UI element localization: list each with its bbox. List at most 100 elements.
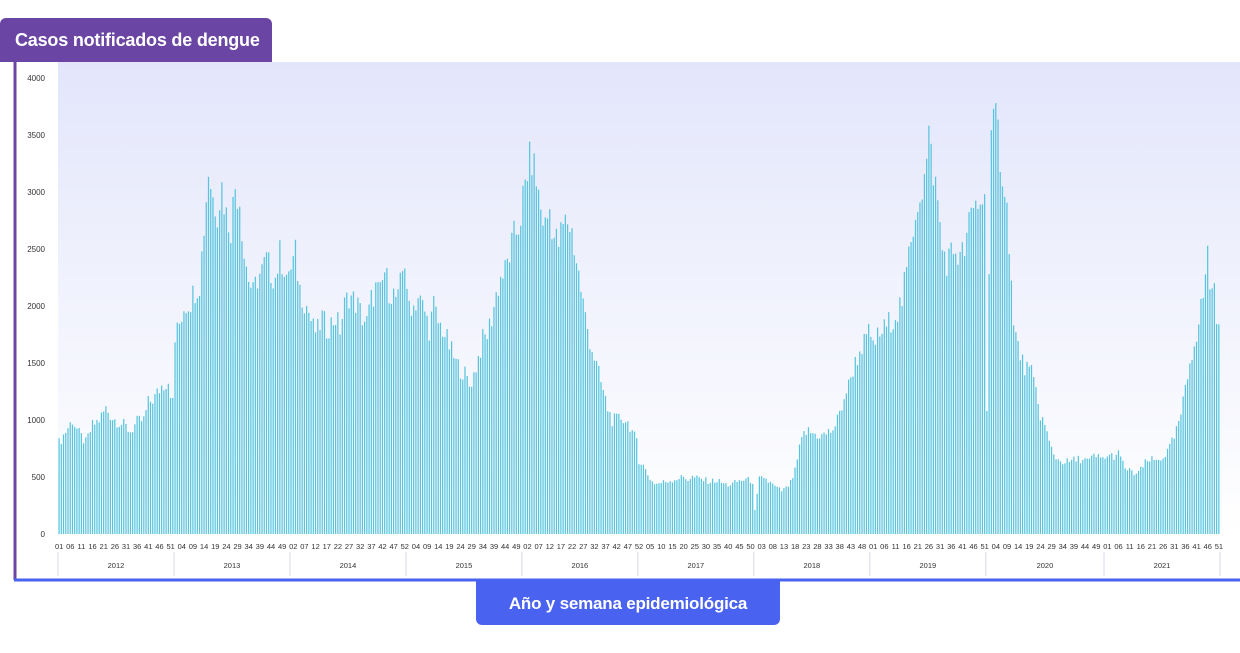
bar — [1202, 298, 1204, 534]
bar — [161, 385, 163, 534]
x-tick-label: 26 — [1159, 542, 1167, 551]
x-tick-label: 11 — [1126, 542, 1134, 551]
bar — [524, 179, 526, 534]
year-label: 2020 — [1037, 561, 1054, 570]
year-label: 2018 — [804, 561, 821, 570]
bar — [718, 479, 720, 534]
x-tick-label: 10 — [657, 542, 665, 551]
bar — [814, 433, 816, 534]
bar — [613, 413, 616, 534]
bar — [419, 295, 421, 534]
bar — [210, 189, 212, 535]
bar — [627, 421, 629, 534]
bar — [839, 410, 841, 534]
x-tick-label: 36 — [947, 542, 955, 551]
bar — [618, 413, 620, 534]
bar — [789, 479, 792, 534]
bar — [386, 268, 388, 534]
bar — [787, 486, 789, 534]
bar — [433, 296, 435, 534]
bar — [1115, 454, 1117, 534]
bar — [1191, 360, 1193, 534]
bar — [219, 210, 221, 535]
bar — [843, 399, 845, 534]
bar — [1144, 459, 1146, 534]
bar — [698, 477, 700, 534]
bar — [926, 158, 928, 534]
x-tick-label: 22 — [568, 542, 576, 551]
bar — [506, 258, 508, 534]
bar — [986, 411, 988, 534]
bar — [803, 431, 805, 534]
bar — [520, 225, 522, 535]
bar — [1093, 453, 1095, 534]
bar — [473, 372, 475, 534]
x-tick-label: 34 — [1059, 542, 1067, 551]
x-tick-label: 46 — [969, 542, 977, 551]
bar — [252, 282, 254, 534]
bar — [957, 264, 959, 534]
bar — [1131, 470, 1133, 534]
x-tick-label: 44 — [267, 542, 275, 551]
x-axis-week-ticks: 01 06 11 16 21 26 31 36 41 46 51 04 09 14 19 24 29 34 39 44… — [55, 542, 1223, 551]
bar — [216, 227, 219, 534]
bar — [1079, 463, 1082, 534]
bar — [388, 303, 390, 534]
bar — [439, 322, 442, 534]
bar — [248, 281, 250, 534]
bar — [283, 276, 285, 534]
x-tick-label: 15 — [668, 542, 676, 551]
bar — [500, 276, 502, 534]
bar — [399, 272, 401, 534]
bar — [430, 311, 433, 534]
bar — [111, 420, 114, 534]
bar — [89, 432, 91, 534]
bar — [600, 382, 602, 534]
bar — [968, 212, 970, 534]
bar — [1111, 453, 1113, 534]
bar — [783, 488, 785, 534]
x-tick-label: 41 — [1192, 542, 1200, 551]
bar — [464, 366, 466, 534]
x-tick-label: 21 — [914, 542, 922, 551]
bar — [437, 323, 439, 534]
bar — [123, 418, 125, 534]
x-tick-label: 21 — [100, 542, 108, 551]
bar — [1028, 366, 1030, 534]
x-tick-label: 12 — [311, 542, 319, 551]
bar — [729, 485, 731, 534]
bar — [1162, 458, 1164, 534]
x-tick-label: 52 — [401, 542, 409, 551]
bar — [872, 340, 874, 534]
bar — [1213, 283, 1215, 534]
bar — [562, 224, 564, 534]
bar — [897, 321, 899, 534]
bar — [323, 311, 326, 534]
bar — [616, 413, 618, 534]
bar — [152, 403, 154, 534]
bar — [154, 394, 156, 534]
x-tick-label: 26 — [925, 542, 933, 551]
bar — [395, 296, 397, 534]
bar — [319, 330, 321, 534]
bar — [934, 176, 937, 534]
y-tick-label: 4000 — [27, 74, 45, 83]
bar — [277, 273, 279, 534]
bar — [230, 243, 232, 534]
bar — [1073, 456, 1075, 534]
x-tick-label: 46 — [155, 542, 163, 551]
bar — [1021, 354, 1024, 534]
bar — [894, 320, 897, 534]
bar — [758, 476, 760, 534]
x-tick-label: 09 — [1003, 542, 1011, 551]
bar — [341, 319, 343, 534]
bar — [595, 360, 598, 534]
x-tick-label: 51 — [981, 542, 989, 551]
bar — [263, 257, 265, 534]
bar — [306, 306, 308, 534]
x-tick-label: 27 — [579, 542, 587, 551]
bar — [533, 153, 535, 535]
bar — [82, 443, 85, 534]
bar — [158, 393, 161, 534]
bar — [1082, 460, 1084, 534]
